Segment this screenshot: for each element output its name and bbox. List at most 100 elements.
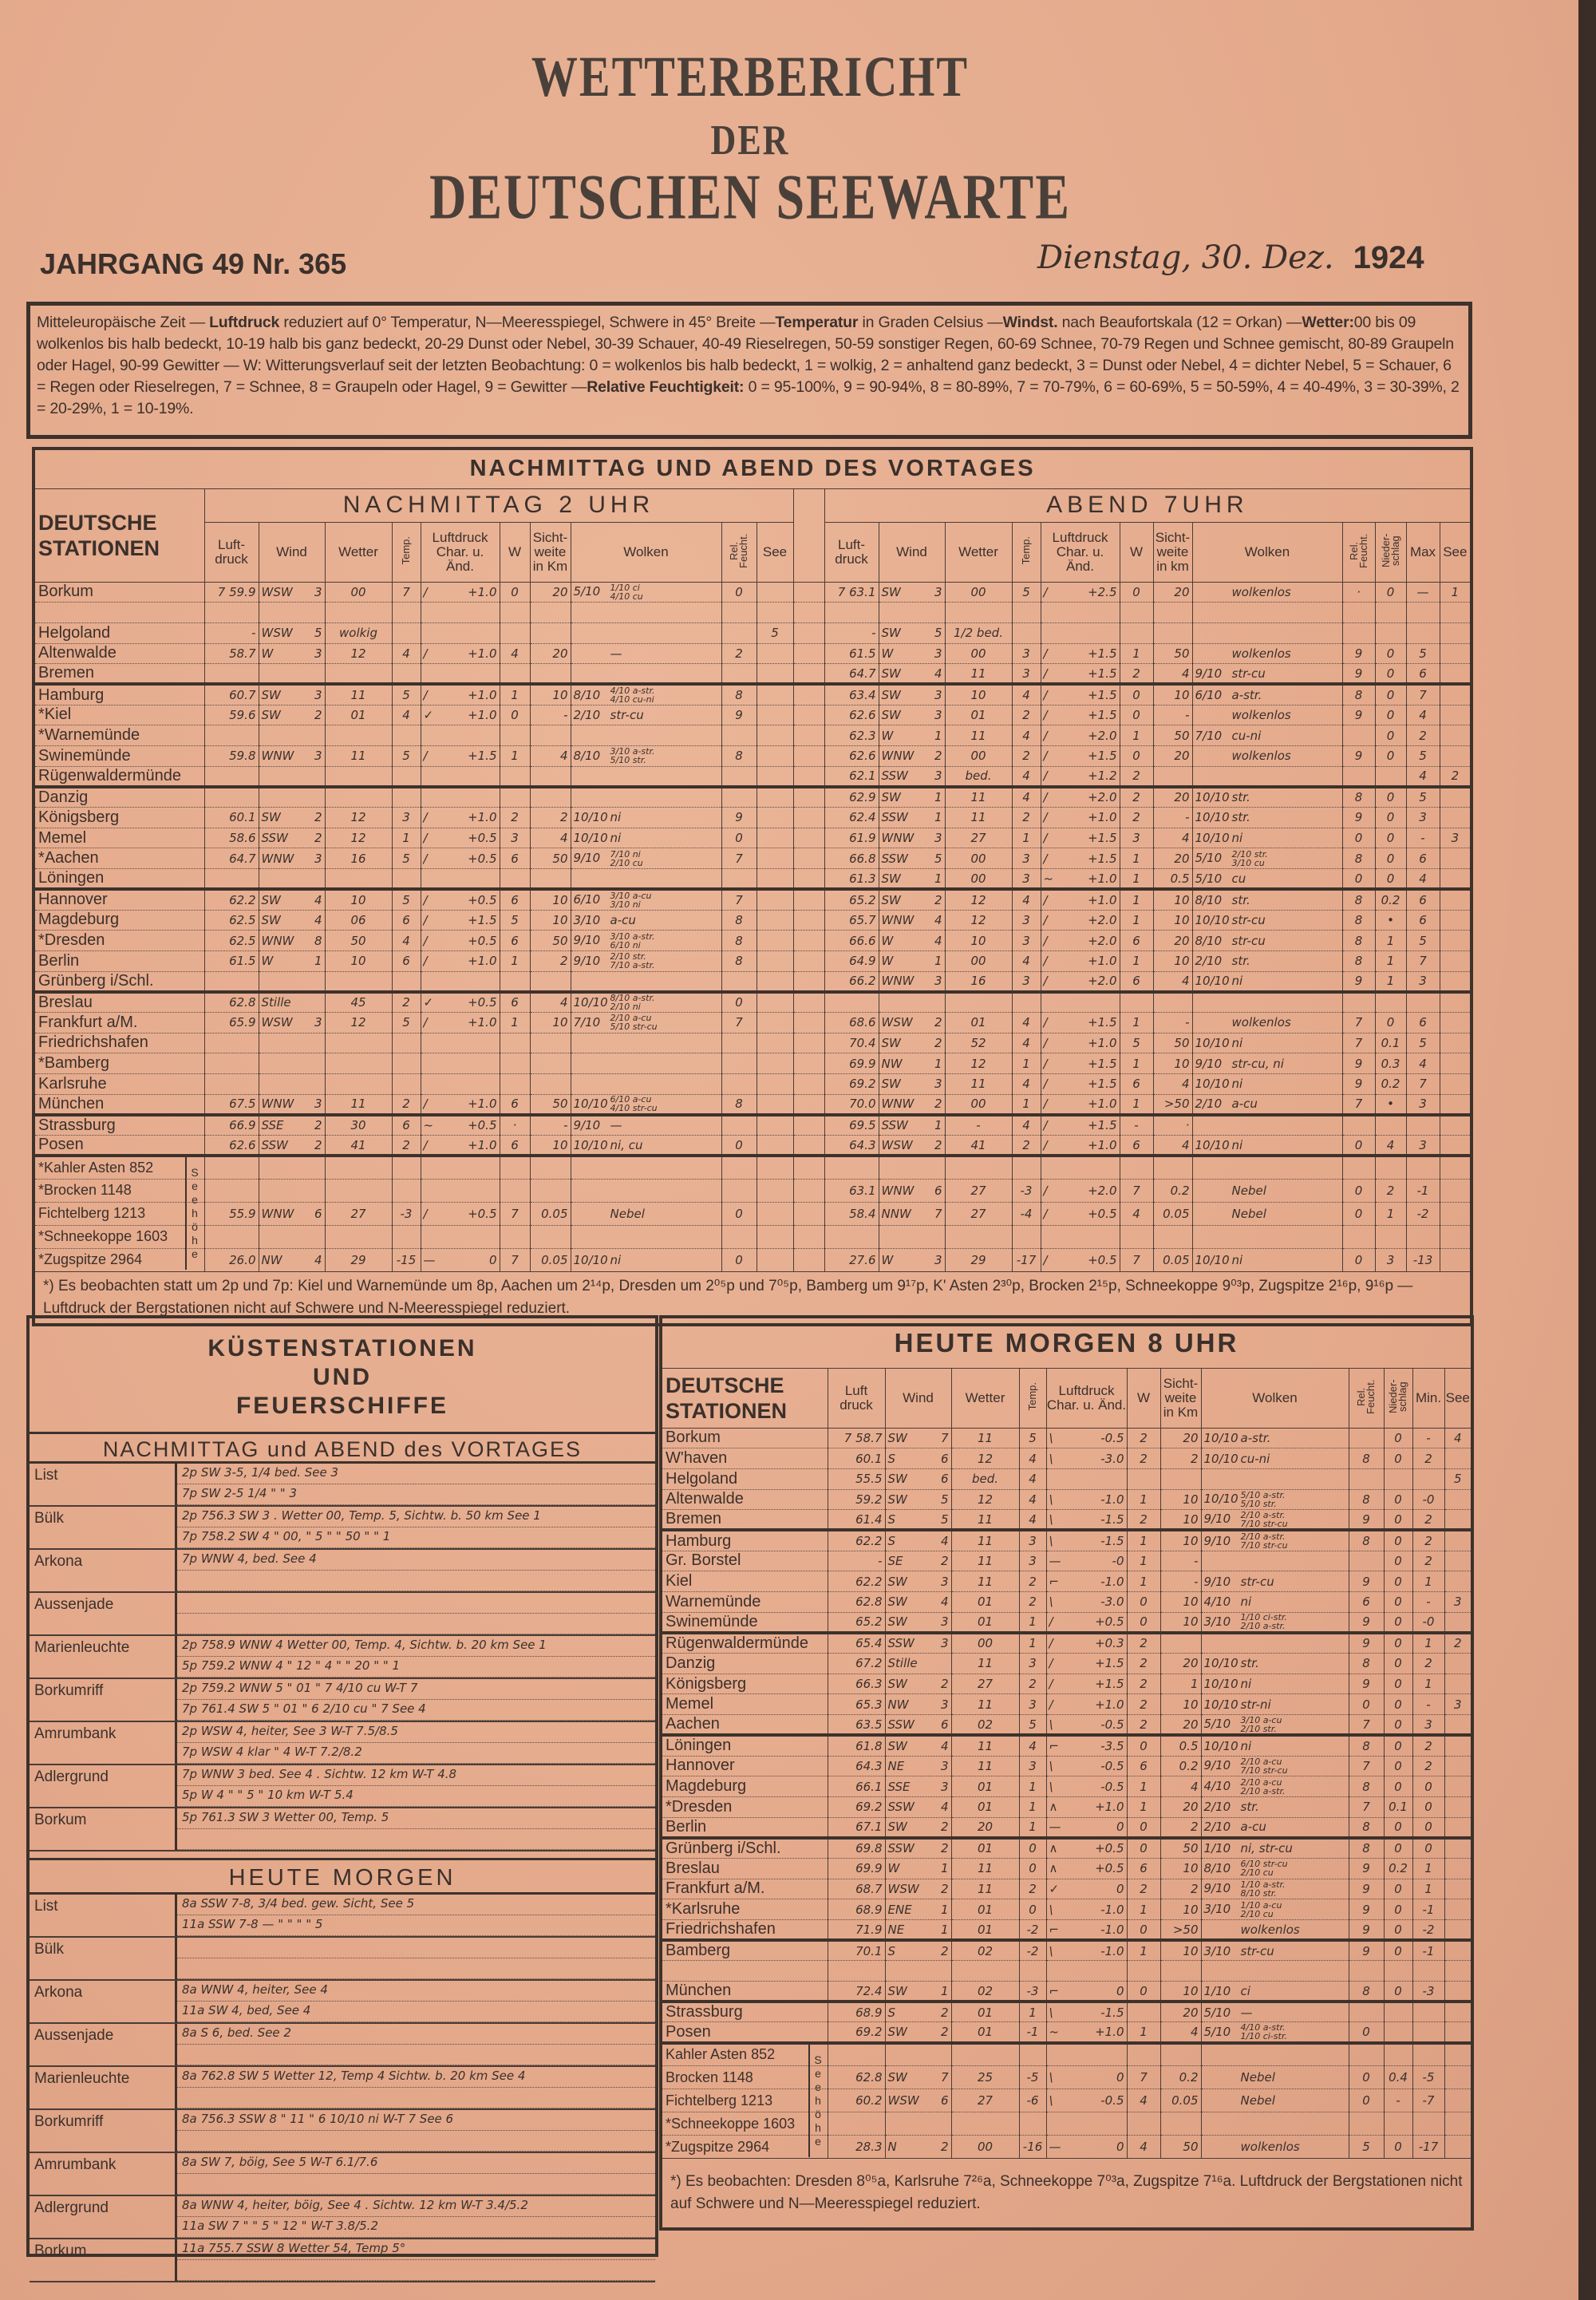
pressure-change: +0.5 <box>1095 1614 1124 1630</box>
station-name: *Schneekoppe 1603 <box>33 1224 205 1249</box>
tendency-symbol: / <box>423 688 428 703</box>
morgen-w: 4 <box>1126 2135 1161 2160</box>
cloud-types: 3/10 a-str. 6/10 ni <box>610 932 655 950</box>
morgen-w: 1 <box>1126 1938 1161 1962</box>
abend-rel-feucht: 0 <box>1341 827 1376 849</box>
cloud-type-line: 2/10 str. <box>610 951 646 962</box>
abend-rel-feucht: 8 <box>1341 784 1376 808</box>
nachmittag-wind <box>258 784 326 808</box>
abend-wetter: 00 <box>944 868 1013 890</box>
wind-direction: WNW <box>261 933 294 948</box>
station-row: Breslau 62.8 Stille 45 2 ✓ +0.5 6 4 10/10 8/10 a-s… <box>33 990 1472 1013</box>
station-name: *Dresden <box>33 930 205 951</box>
morgen-temp: 3 <box>1018 1550 1047 1572</box>
abend-pressure-tendency: / +2.0 <box>1040 930 1120 951</box>
cloud-type: str-cu <box>1240 1943 1274 1958</box>
cloud-types: 2/10 str. 7/10 a-str. <box>610 952 655 970</box>
wind-force: 1 <box>940 1922 949 1937</box>
morgen-wolken: 5/10 4/10 a-str. 1/10 ci-str. <box>1200 2021 1349 2044</box>
wind-direction: SW <box>887 2070 907 2085</box>
wind-direction: WNW <box>881 749 915 764</box>
cloud-type: ni <box>610 1252 622 1267</box>
cloud-type-line: 3/10 ni <box>610 899 641 910</box>
morgen-w: 2 <box>1126 1673 1161 1695</box>
nachmittag-temp: 3 <box>391 807 421 828</box>
morgen-luftdruck: 28.3 <box>827 2135 886 2160</box>
abend-niederschlag: 0 <box>1374 827 1407 849</box>
wind-direction: SE <box>887 1553 903 1568</box>
pressure-change: +1.0 <box>468 646 497 661</box>
tendency-symbol: / <box>1043 666 1048 681</box>
nachmittag-sichtweite: 4 <box>529 827 571 849</box>
nachmittag-wolken: 5/10 1/10 ci 4/10 cu <box>570 581 722 603</box>
nachmittag-w: 6 <box>499 887 531 911</box>
morgen-luftdruck: 60.2 <box>827 2089 886 2113</box>
tendency-symbol: ✓ <box>1049 1881 1060 1896</box>
wind-direction: W <box>881 933 894 948</box>
pressure-change: +1.0 <box>1095 1800 1124 1815</box>
station-name: *Kiel <box>33 704 205 726</box>
abend-wolken: 2/10 a-cu <box>1191 1093 1343 1116</box>
nachmittag-w <box>499 602 531 623</box>
morgen-w: 6 <box>1126 1857 1161 1879</box>
nachmittag-temp <box>391 765 421 788</box>
cloud-type-line: 6/10 ni <box>610 939 641 950</box>
coast-observations: 2p 756.3 SW 3 . Wetter 00, Temp. 5, Sich… <box>177 1507 655 1548</box>
legend-keyword: Luftdruck <box>209 314 280 331</box>
abend-wind: WNW 3 <box>878 827 946 849</box>
abend-wetter: 00 <box>944 581 1013 603</box>
morgen-max-min: 0 <box>1412 1796 1445 1818</box>
coast-observations: 8a SW 7, böig, See 5 W-T 6.1/7.6 <box>177 2153 655 2195</box>
nachmittag-sichtweite: 0.05 <box>529 1247 571 1272</box>
coast-station-row: Marienleuchte 8a 762.8 SW 5 Wetter 12, Te… <box>30 2067 655 2110</box>
morgen-temp: 1 <box>1018 1816 1047 1839</box>
abend-luftdruck: 27.6 <box>824 1247 879 1272</box>
station-row: *Zugspitze 2964 26.0 NW 4 29 -15—0 7 0.05 10/10 n… <box>33 1247 1472 1272</box>
pressure-change: +2.0 <box>1088 912 1117 927</box>
nachmittag-pressure-tendency <box>420 1154 500 1180</box>
morgen-wetter: 27 <box>950 2089 1020 2113</box>
cloud-types: 1/10 ci-str. 2/10 a-str. <box>1241 1613 1287 1630</box>
coast-station-name: Adlergrund <box>30 2196 177 2238</box>
nachmittag-pressure-tendency <box>420 1073 500 1095</box>
pressure-change: +1.0 <box>1088 1137 1117 1152</box>
coast-title-3: FEUERSCHIFFE <box>235 1393 448 1419</box>
nachmittag-col-header: Luft-druck <box>203 521 259 583</box>
morgen-rel-feucht <box>1348 2041 1385 2067</box>
nachmittag-w <box>499 868 531 890</box>
abend-wolken: 6/10 a-str. <box>1191 682 1343 705</box>
morgen-sichtweite: 10 <box>1159 1981 1202 2002</box>
morgen-max-min: -3 <box>1412 1981 1445 2002</box>
cloud-cover: 5/10 <box>1203 2005 1231 2020</box>
mountain-label-text: Seehöhe <box>191 1166 199 1261</box>
cloud-type: str-cu <box>1231 933 1266 948</box>
morgen-see <box>1444 1796 1473 1818</box>
morgen-wind: NE 1 <box>884 1919 952 1941</box>
morgen-sichtweite: 0.2 <box>1159 1755 1202 1777</box>
nachmittag-wind: SW 3 <box>258 682 326 705</box>
station-name <box>660 1960 828 1982</box>
morgen-wetter: 20 <box>950 1816 1020 1839</box>
nachmittag-luftdruck <box>203 868 259 890</box>
station-row: Hannover 64.3 NE 3 11 3 \ -0.5 6 0.2 9/10 2/10 a-cu… <box>660 1755 1473 1777</box>
morgen-wind: SW 6 <box>884 1468 952 1490</box>
station-row: Königsberg 60.1 SW 2 12 3/+1.0 2 2 10/10 ni 9 62.4 S… <box>33 807 1472 828</box>
morgen-temp: 0 <box>1018 1857 1047 1879</box>
observation-line <box>177 1938 655 1958</box>
pressure-change: +0.5 <box>468 1206 497 1221</box>
wind-force: 3 <box>934 646 942 661</box>
pressure-change: +1.0 <box>468 584 497 599</box>
morgen-temp: 1 <box>1018 2000 1047 2023</box>
tendency-symbol: \ <box>1049 1902 1053 1917</box>
nachmittag-wolken: 9/10 2/10 str. 7/10 a-str. <box>570 950 722 972</box>
col-header-label: Temp. <box>1020 535 1032 565</box>
wind-direction: S <box>887 2005 896 2020</box>
cloud-type: wolkenlos <box>1231 749 1291 764</box>
morgen-wolken: 2/10 str. <box>1200 1796 1349 1818</box>
station-row: *Kahler Asten 852 <box>33 1154 1472 1180</box>
abend-w <box>1119 602 1154 623</box>
abend-niederschlag: 1 <box>1374 970 1407 993</box>
nachmittag-w: 5 <box>499 909 531 931</box>
abend-max-min: 3 <box>1405 1135 1440 1156</box>
